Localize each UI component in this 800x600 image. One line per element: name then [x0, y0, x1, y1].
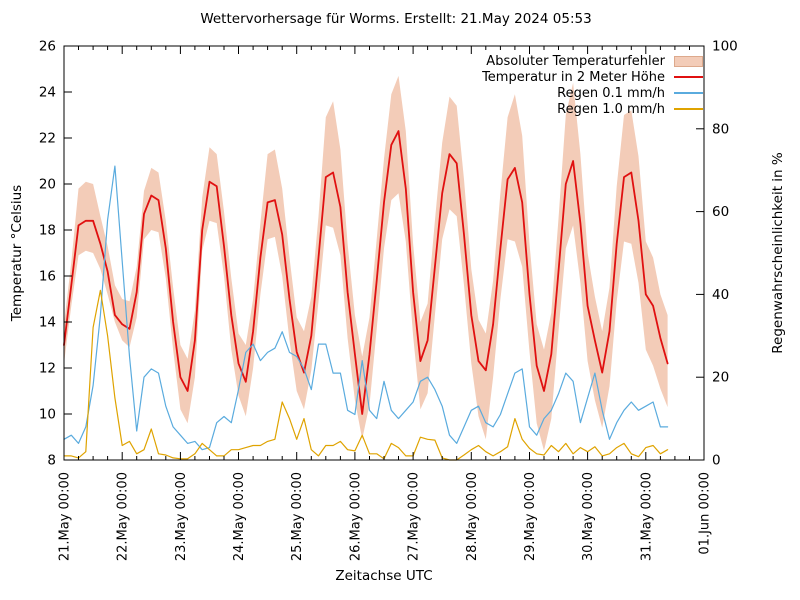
- rain-10-line: [63, 289, 669, 461]
- y-left-tick-label: 20: [39, 177, 56, 193]
- right-axis-title: Regenwahrscheinlichkeit in %: [770, 152, 786, 354]
- y-right-tick-label: 20: [712, 370, 729, 386]
- y-left-tick-label: 14: [39, 315, 56, 331]
- legend-item-rain-01: Regen 0.1 mm/h: [482, 85, 703, 101]
- x-axis-title: Zeitachse UTC: [335, 568, 433, 584]
- x-tick-label: 29.May 00:00: [523, 472, 538, 561]
- x-tick-label: 21.May 00:00: [58, 472, 73, 561]
- y-right-tick-label: 80: [712, 121, 729, 137]
- y-left-tick-label: 8: [47, 453, 56, 469]
- x-tick-label: 22.May 00:00: [116, 472, 131, 561]
- left-axis-title: Temperatur °Celsius: [9, 184, 25, 322]
- legend-label: Regen 1.0 mm/h: [557, 101, 665, 117]
- y-right-tick-label: 60: [712, 204, 729, 220]
- legend-swatch-error-band: [674, 55, 703, 67]
- x-tick-label: 01.Jun 00:00: [698, 472, 713, 555]
- y-right-tick-label: 100: [712, 39, 738, 55]
- legend: Absoluter Temperaturfehler Temperatur in…: [482, 53, 703, 117]
- legend-item-temperature: Temperatur in 2 Meter Höhe: [482, 69, 703, 85]
- x-tick-label: 27.May 00:00: [407, 472, 422, 561]
- x-tick-label: 24.May 00:00: [232, 472, 247, 561]
- y-left-tick-label: 26: [39, 39, 56, 55]
- legend-item-rain-10: Regen 1.0 mm/h: [482, 101, 703, 117]
- chart-title: Wettervorhersage für Worms. Erstellt: 21…: [200, 11, 592, 27]
- legend-label: Regen 0.1 mm/h: [557, 85, 665, 101]
- y-right-tick-label: 0: [712, 453, 721, 469]
- x-tick-label: 25.May 00:00: [290, 472, 305, 561]
- x-tick-label: 28.May 00:00: [465, 472, 480, 561]
- legend-label: Absoluter Temperaturfehler: [486, 53, 665, 69]
- legend-item-temperature-error: Absoluter Temperaturfehler: [482, 53, 703, 69]
- x-tick-label: 30.May 00:00: [581, 472, 596, 561]
- x-tick-label: 23.May 00:00: [174, 472, 189, 561]
- error-band-area: [64, 75, 668, 451]
- x-tick-label: 31.May 00:00: [639, 472, 654, 561]
- x-tick-label: 26.May 00:00: [348, 472, 363, 561]
- y-left-tick-label: 10: [39, 407, 56, 423]
- y-left-tick-label: 18: [39, 223, 56, 239]
- y-left-tick-label: 22: [39, 131, 56, 147]
- y-left-tick-label: 12: [39, 361, 56, 377]
- y-right-tick-label: 40: [712, 287, 729, 303]
- legend-label: Temperatur in 2 Meter Höhe: [482, 69, 665, 85]
- y-left-tick-label: 24: [39, 85, 56, 101]
- rain-01-line: [63, 165, 669, 451]
- legend-swatch-rain-01-line: [674, 92, 703, 94]
- y-left-tick-label: 16: [39, 269, 56, 285]
- legend-swatch-rain-10-line: [674, 108, 703, 110]
- legend-swatch-temperature-line: [674, 76, 703, 78]
